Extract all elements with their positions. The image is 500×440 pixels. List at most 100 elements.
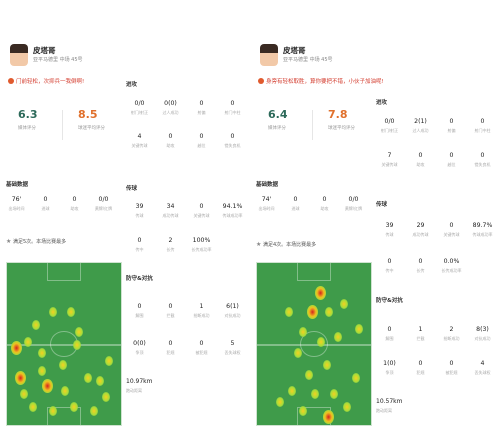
heat-spot — [42, 379, 54, 393]
heatmap-pitch — [256, 262, 372, 426]
fan-score: 7.8 球迷平均评分 — [328, 108, 355, 148]
stat-cell: 0 关键传球 — [436, 222, 467, 238]
section-defense: 防守&对抗 — [126, 276, 153, 282]
stat-value: 0 — [387, 258, 392, 265]
fan-score-value: 7.8 — [328, 108, 348, 121]
stat-cell: 0 射偏 — [186, 100, 217, 116]
defense-row-1: 0 解围 1 拦截 2 抢断成功 8(3) 对抗成功 — [374, 326, 498, 342]
stat-label: 射门/射正 — [130, 110, 149, 115]
stat-label: 解围 — [385, 336, 394, 341]
stat-value: 1 — [199, 303, 204, 310]
stat-cell: 0 越位 — [436, 152, 467, 168]
heatmap-tip: ★ 满足4次。本场比赛最多 — [256, 241, 316, 248]
stat-label: 传球 — [385, 232, 394, 237]
stat-cell: 0 犯规 — [155, 340, 186, 356]
heat-spot — [299, 405, 308, 416]
stat-cell: 94.1% 传球成功率 — [217, 203, 248, 219]
distance-value: 10.57km — [376, 398, 403, 405]
stat-value: 2(1) — [414, 118, 427, 125]
heat-spot — [28, 402, 37, 413]
stat-label: 拦截 — [166, 313, 175, 318]
heat-spot — [49, 307, 58, 318]
heat-spot — [32, 320, 40, 331]
heat-spot — [61, 385, 69, 396]
right-player-panel: 皮塔哥 亚平马德里 中场 45号 身旁有轻松取胜，算你要把不错，小伙子加油呢! … — [250, 0, 500, 440]
stat-value: 0 — [480, 152, 485, 159]
heat-spot — [23, 336, 32, 347]
stat-cell: 1(0) 争顶 — [374, 360, 405, 376]
star-icon: ★ — [256, 241, 262, 248]
stat-label: 对抗成功 — [474, 336, 491, 341]
stat-label: 助攻 — [320, 206, 329, 211]
attack-row-1: 0/0 射门/射正 0(0) 过人成功 0 射偏 0 射门中柱 — [124, 100, 248, 116]
stat-value: 0/0 — [98, 196, 109, 203]
stat-label: 犯规 — [416, 370, 425, 375]
heat-spot — [20, 389, 29, 400]
heatmap-pitch — [6, 262, 122, 426]
stat-label: 过人成功 — [162, 110, 179, 115]
stat-cell: 100% 长传成功率 — [186, 237, 217, 253]
stat-cell: 0 传中 — [124, 237, 155, 253]
heat-spot — [340, 299, 348, 309]
stat-label: 对抗成功 — [224, 313, 241, 318]
stat-value: 0 — [418, 152, 423, 159]
stat-label: 传球成功率 — [472, 232, 493, 237]
stat-label: 出场时间 — [8, 206, 25, 211]
defense-row-2: 1(0) 争顶 0 犯规 0 被犯规 4 丢失球权 — [374, 360, 498, 376]
stat-label: 出场时间 — [258, 206, 275, 211]
stat-value: 0 — [449, 152, 454, 159]
distance-label: 跑动距离 — [376, 408, 392, 413]
media-score-label: 媒体评分 — [268, 126, 286, 131]
stat-value: 0(0) — [164, 100, 177, 107]
stat-value: 0.0% — [443, 258, 460, 265]
section-pass: 传球 — [126, 186, 138, 192]
heat-spot — [305, 369, 314, 380]
heat-spot — [84, 372, 93, 383]
stat-value: 4 — [480, 360, 485, 367]
stat-value: 0/0 — [348, 196, 359, 203]
stat-cell: 1 拦截 — [405, 326, 436, 342]
heat-spot — [105, 356, 114, 367]
heat-spot — [299, 326, 308, 337]
stat-label: 关键传球 — [131, 143, 148, 148]
heat-spot — [329, 389, 338, 400]
pass-row-2: 0 传中 2 长传 100% 长传成功率 — [124, 237, 217, 253]
stat-cell: 0 解围 — [374, 326, 405, 342]
stat-label: 射偏 — [197, 110, 206, 115]
heat-spot — [322, 359, 331, 370]
stat-cell: 0 射门中柱 — [217, 100, 248, 116]
pass-row-1: 39 传球 29 成功传球 0 关键传球 89.7% 传球成功率 — [374, 222, 498, 238]
left-player-panel: 皮塔哥 亚平马德里 中场 45号 门前轻松，次抑兵一我倒啊! 6.3 媒体评分 … — [6, 44, 248, 426]
heat-spot — [311, 389, 319, 400]
stat-label: 射门中柱 — [474, 128, 491, 133]
stat-label: 助攻 — [70, 206, 79, 211]
heat-spot — [324, 307, 333, 318]
stat-value: 89.7% — [472, 222, 493, 229]
stat-cell: 0 解围 — [124, 303, 155, 319]
stat-cell: 0/0 黄牌/红牌 — [339, 196, 368, 212]
stat-value: 0 — [137, 237, 142, 244]
stat-value: 100% — [192, 237, 211, 244]
stat-cell: 0 长传 — [405, 258, 436, 274]
stat-value: 0 — [418, 360, 423, 367]
stat-cell: 34 成功传球 — [155, 203, 186, 219]
stat-label: 进球 — [291, 206, 300, 211]
stat-cell: 0 射偏 — [436, 118, 467, 134]
stat-label: 抢断成功 — [443, 336, 460, 341]
stat-label: 丢失球权 — [224, 350, 241, 355]
stat-label: 长传 — [166, 247, 175, 252]
stat-value: 4 — [137, 133, 142, 140]
stat-cell: 0 越位 — [186, 133, 217, 149]
stat-label: 成功传球 — [162, 213, 179, 218]
distance-value: 10.97km — [126, 378, 153, 385]
heat-spot — [276, 397, 285, 408]
stat-value: 7 — [387, 152, 392, 159]
stat-label: 长传 — [416, 268, 425, 273]
stat-cell: 0 错失良机 — [467, 152, 498, 168]
stat-value: 0 — [72, 196, 77, 203]
stat-cell: 0/0 射门/射正 — [374, 118, 405, 134]
stat-value: 0 — [480, 118, 485, 125]
stat-cell: 89.7% 传球成功率 — [467, 222, 498, 238]
player-name: 皮塔哥 — [33, 46, 56, 55]
stat-value: 0 — [293, 196, 298, 203]
